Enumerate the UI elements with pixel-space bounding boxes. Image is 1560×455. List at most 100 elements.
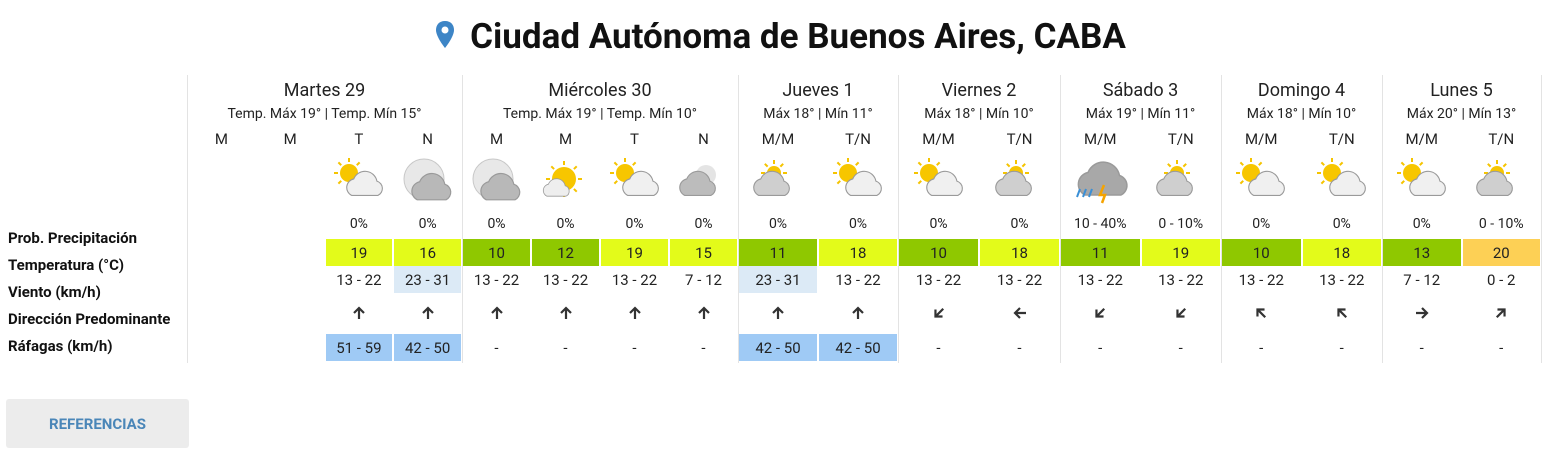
precip: 0% [487,216,506,232]
temperature: 16 [394,239,461,266]
weather-icon [1149,155,1213,209]
gusts: 51 - 59 [325,334,393,361]
wind: 13 - 22 [542,270,589,289]
wind: 0 - 2 [1487,270,1516,289]
day-subtitle: Máx 19° | Mín 11° [1085,106,1196,122]
precip: 0% [848,216,868,232]
wind: 13 - 22 [835,270,881,289]
weather-icon [1068,155,1132,209]
gusts: - [1017,338,1022,357]
weather-icon [1469,155,1533,209]
weather-icon [826,155,890,209]
temperature: 18 [819,239,897,266]
gusts: - [1098,338,1103,357]
wind-direction [351,305,367,325]
column-separator [898,75,899,363]
weather-icon [1310,155,1374,209]
precip: 0% [418,216,437,232]
temperature: 10 [1222,239,1301,266]
weather-icon [988,155,1052,209]
column-separator [462,75,463,363]
wind-direction [1253,305,1269,325]
header: Ciudad Autónoma de Buenos Aires, CABA [0,16,1560,57]
wind: 13 - 22 [996,270,1043,289]
gusts: 42 - 50 [739,334,817,361]
gusts: - [563,338,568,357]
period-label: M/M [761,130,795,148]
period-label: T [354,130,364,148]
temperature: 11 [739,239,817,266]
column-separator [187,75,188,363]
gusts: 42 - 50 [819,334,897,361]
temperature: 10 [899,239,978,266]
wind-direction [420,305,436,325]
gusts: - [1419,338,1424,357]
day-subtitle: Máx 20° | Mín 13° [1406,106,1517,122]
temperature: 10 [463,239,530,266]
precip: 0% [556,216,575,232]
temperature: 13 [1383,239,1461,266]
wind: 7 - 12 [1403,270,1441,289]
day-name: Jueves 1 [782,80,854,101]
precip: 0% [1252,216,1271,232]
period-label: M/M [1084,130,1117,148]
precip: 0% [768,216,788,232]
wind: 13 - 22 [1319,270,1365,289]
gusts: - [1339,338,1344,357]
weather-icon [907,155,971,209]
row-label: Dirección Predominante [8,310,171,328]
precip: 0 - 10% [1158,216,1204,232]
column-separator [1060,75,1061,363]
title: Ciudad Autónoma de Buenos Aires, CABA [470,16,1126,57]
period-label: T/N [1006,130,1033,148]
wind: 7 - 12 [685,270,722,289]
weather-icon [396,155,460,209]
temperature: 19 [601,239,668,266]
day-subtitle: Temp. Máx 19° | Temp. Mín 15° [227,106,422,122]
precip: 0% [349,216,368,232]
wind-direction [1493,305,1509,325]
period-label: T/N [1328,130,1355,148]
gusts: - [701,338,706,357]
wind: 23 - 31 [739,266,817,293]
period-label: T/N [1167,130,1194,148]
period-label: N [698,130,709,148]
gusts: - [1499,338,1504,357]
wind: 23 - 31 [394,266,461,293]
day-name: Domingo 4 [1257,80,1346,101]
period-label: M [214,130,228,148]
day-subtitle: Máx 18° | Mín 10° [924,106,1034,122]
period-label: T/N [845,130,871,148]
wind-direction [696,305,712,325]
wind: 13 - 22 [915,270,962,289]
weather-icon [672,155,736,209]
gusts: - [1178,338,1183,357]
wind: 13 - 22 [611,270,658,289]
precip: 0 - 10% [1478,216,1524,232]
row-label: Ráfagas (km/h) [8,337,113,355]
precip: 0% [1332,216,1351,232]
day-name: Martes 29 [283,80,366,101]
day-name: Lunes 5 [1430,80,1493,101]
weather-icon [603,155,667,209]
day-subtitle: Temp. Máx 19° | Temp. Mín 10° [503,106,697,122]
temperature: 15 [670,239,737,266]
wind-direction [558,305,574,325]
weather-icon [1229,155,1293,209]
wind: 13 - 22 [1158,270,1204,289]
gusts: - [494,338,499,357]
precip: 0% [1010,216,1029,232]
day-subtitle: Máx 18° | Mín 11° [763,106,873,122]
period-label: T [630,130,639,148]
wind-direction [770,305,786,325]
wind-direction [1414,305,1430,325]
references-button[interactable]: REFERENCIAS [6,399,189,448]
wind-direction [627,305,643,325]
temperature: 11 [1061,239,1140,266]
temperature: 20 [1462,239,1540,266]
row-label: Viento (km/h) [8,283,101,301]
wind: 13 - 22 [1238,270,1284,289]
wind: 13 - 22 [336,270,382,289]
weather-icon [1390,155,1454,209]
wind-direction [1092,305,1108,325]
